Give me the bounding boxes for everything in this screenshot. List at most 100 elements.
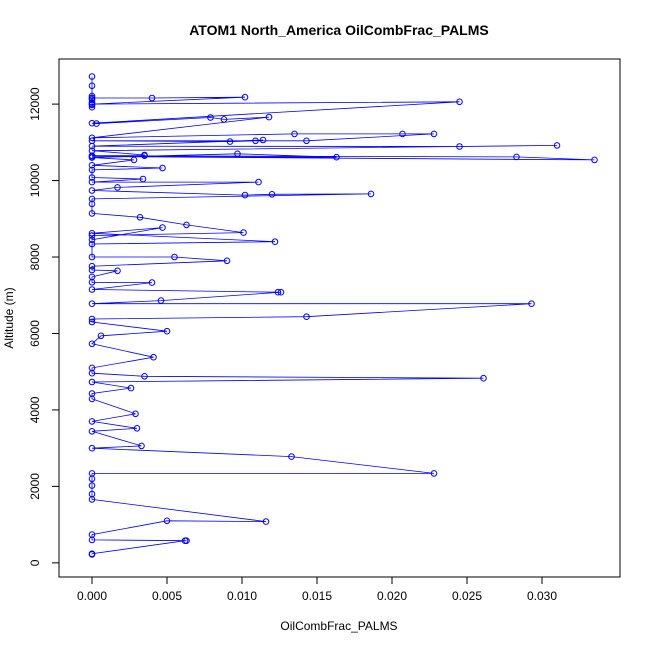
x-tick-label: 0.000 <box>77 589 107 603</box>
y-tick-label: 4000 <box>28 396 42 423</box>
data-point <box>277 288 285 296</box>
data-point <box>93 120 100 127</box>
data-point <box>88 232 96 239</box>
x-tick-label: 0.015 <box>302 589 332 603</box>
data-point <box>333 153 340 161</box>
data-point <box>399 130 406 138</box>
data-point <box>241 191 249 199</box>
data-point <box>88 187 96 194</box>
data-point <box>456 98 463 106</box>
data-point <box>88 286 96 293</box>
data-point <box>88 395 96 403</box>
data-point <box>226 138 234 145</box>
data-point <box>88 73 96 80</box>
data-point <box>88 230 96 237</box>
data-point <box>88 300 96 308</box>
data-point <box>141 373 148 380</box>
data-point <box>127 384 135 392</box>
y-axis-label: Altitude (m) <box>2 287 16 348</box>
data-point <box>207 114 214 121</box>
data-point <box>88 154 96 161</box>
data-point <box>553 142 561 149</box>
data-point <box>288 453 295 460</box>
data-point <box>163 327 171 335</box>
data-point <box>88 162 96 169</box>
data-point <box>159 224 166 231</box>
data-point <box>291 130 298 138</box>
data-point <box>88 536 96 544</box>
data-point <box>528 300 535 308</box>
data-point <box>88 200 96 208</box>
data-point <box>114 184 121 191</box>
y-tick-label: 8000 <box>28 243 42 270</box>
y-tick-label: 0 <box>28 559 42 566</box>
data-point <box>88 195 96 203</box>
data-point <box>88 142 96 150</box>
data-point <box>148 279 156 286</box>
data-point <box>271 238 279 245</box>
data-point <box>88 369 96 377</box>
data-point <box>136 214 144 221</box>
data-point <box>262 518 270 525</box>
data-point <box>150 353 157 361</box>
data-point <box>88 166 96 174</box>
data-point <box>88 92 96 100</box>
data-point <box>234 150 241 158</box>
x-axis-label: OilCombFrac_PALMS <box>280 619 397 633</box>
data-point <box>268 191 276 198</box>
data-point <box>88 134 96 142</box>
data-point <box>456 143 463 150</box>
data-point <box>88 315 96 323</box>
data-point <box>97 332 105 340</box>
x-tick-label: 0.005 <box>152 589 182 603</box>
data-point <box>183 221 190 229</box>
data-point <box>88 240 96 248</box>
y-tick-label: 2000 <box>28 473 42 500</box>
x-tick-label: 0.030 <box>527 589 557 603</box>
data-point <box>88 340 96 348</box>
data-point <box>241 93 249 101</box>
data-point <box>88 266 96 274</box>
data-point <box>88 236 96 244</box>
data-point <box>148 94 156 102</box>
data-point <box>88 428 96 435</box>
y-tick-label: 10000 <box>28 164 42 198</box>
data-point <box>265 113 273 121</box>
data-point <box>255 178 262 186</box>
data-point <box>132 410 139 418</box>
data-point <box>88 82 96 90</box>
y-axis: 0 2000 4000 6000 8000 10000 12000 <box>28 87 60 566</box>
data-point <box>88 174 96 181</box>
data-point <box>181 537 189 545</box>
data-point <box>88 418 96 425</box>
data-point <box>88 119 96 127</box>
data-point <box>240 229 247 236</box>
data-point <box>133 425 141 432</box>
data-point <box>88 262 96 270</box>
data-point <box>171 253 178 261</box>
data-point <box>513 153 520 161</box>
data-point <box>88 253 96 261</box>
data-point <box>220 116 228 123</box>
data-point <box>88 178 96 186</box>
data-point <box>274 288 282 296</box>
data-point <box>114 267 121 275</box>
data-point <box>88 210 96 217</box>
data-point <box>430 470 438 477</box>
x-tick-label: 0.025 <box>452 589 482 603</box>
data-point <box>141 152 148 159</box>
data-point <box>88 279 96 286</box>
data-point <box>130 156 138 164</box>
data-point <box>88 94 96 102</box>
data-point <box>88 496 96 503</box>
data-point <box>88 318 96 326</box>
data-point <box>303 137 310 145</box>
data-point <box>88 103 96 111</box>
x-tick-label: 0.010 <box>227 589 257 603</box>
data-point <box>139 175 147 183</box>
x-axis: 0.000 0.005 0.010 0.015 0.020 0.025 0.030 <box>77 576 557 603</box>
data-point <box>88 482 96 489</box>
data-point <box>223 257 231 265</box>
